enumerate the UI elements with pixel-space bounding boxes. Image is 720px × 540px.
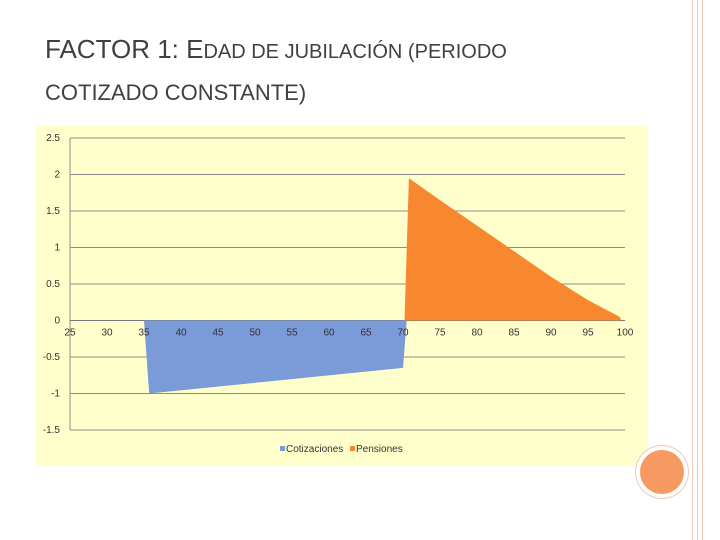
series-area-pensiones: [404, 178, 622, 321]
x-tick-label: 80: [471, 328, 483, 339]
y-tick-label: 2.5: [46, 133, 60, 144]
x-tick-label: 35: [138, 328, 150, 339]
legend-label-cotizaciones: Cotizaciones: [286, 444, 343, 455]
y-tick-label: -1.5: [43, 425, 61, 436]
x-tick-label: 25: [64, 328, 76, 339]
title-line-1: FACTOR 1: EDAD DE JUBILACIÓN (PERIODO: [45, 34, 507, 64]
chart-areas: [144, 178, 622, 394]
y-tick-label: -1: [51, 389, 60, 400]
y-tick-label: 2: [54, 170, 60, 181]
x-tick-labels: 25 30 35 40 45 50 55 60 65 70 75 80 85 90 95 100: [64, 328, 633, 339]
y-tick-labels: 2.5 2 1.5 1 0.5 0 -0.5 -1 -1.5: [43, 133, 61, 436]
legend-swatch-cotizaciones: [280, 446, 285, 451]
x-tick-label: 65: [360, 328, 372, 339]
x-tick-label: 75: [434, 328, 446, 339]
x-tick-label: 90: [545, 328, 557, 339]
decor-rail-1: [692, 0, 693, 540]
x-tick-label: 40: [175, 328, 187, 339]
series-area-cotizaciones: [144, 320, 407, 394]
x-tick-label: 45: [212, 328, 224, 339]
y-tick-label: -0.5: [43, 352, 61, 363]
decor-rail-2: [697, 0, 698, 540]
decor-rail-3: [702, 0, 703, 540]
legend: Cotizaciones Pensiones: [280, 444, 403, 455]
x-tick-label: 95: [582, 328, 594, 339]
y-tick-label: 0.5: [46, 279, 60, 290]
legend-label-pensiones: Pensiones: [356, 444, 403, 455]
x-tick-label: 55: [286, 328, 298, 339]
x-tick-label: 30: [101, 328, 113, 339]
x-tick-label: 50: [249, 328, 261, 339]
x-tick-label: 70: [397, 328, 409, 339]
x-tick-label: 100: [617, 328, 634, 339]
y-tick-label: 1: [54, 243, 60, 254]
slide-title: FACTOR 1: EDAD DE JUBILACIÓN (PERIODO CO…: [45, 36, 645, 104]
y-tick-label: 1.5: [46, 206, 60, 217]
legend-swatch-pensiones: [350, 446, 355, 451]
x-tick-label: 85: [508, 328, 520, 339]
title-line-2: COTIZADO CONSTANTE): [45, 80, 307, 105]
x-tick-label: 60: [323, 328, 335, 339]
accent-circle: [640, 450, 684, 494]
y-tick-label: 0: [54, 316, 60, 327]
